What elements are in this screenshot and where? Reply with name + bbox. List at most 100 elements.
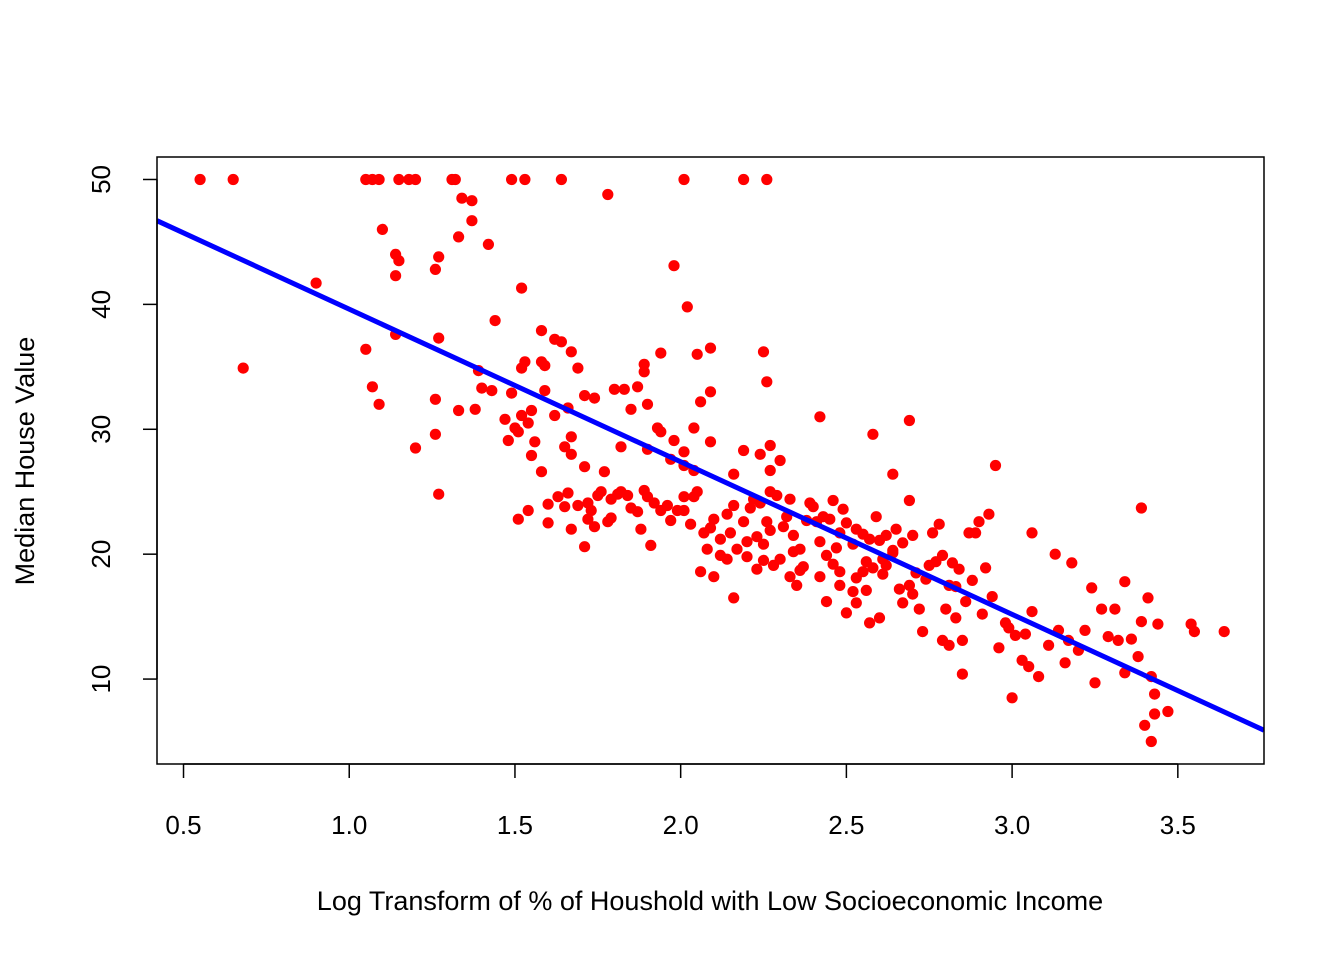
data-point xyxy=(529,436,541,448)
data-point xyxy=(691,348,703,360)
data-point xyxy=(761,173,773,186)
data-point xyxy=(873,612,886,624)
data-point xyxy=(678,491,690,503)
data-point xyxy=(516,282,528,294)
data-point xyxy=(565,346,577,358)
data-point xyxy=(731,543,743,555)
data-point xyxy=(1162,705,1174,718)
data-point xyxy=(903,579,916,592)
data-point xyxy=(632,506,644,518)
data-point xyxy=(761,516,773,528)
data-point xyxy=(933,518,945,530)
data-point xyxy=(409,442,422,454)
data-point xyxy=(771,489,783,502)
data-point xyxy=(927,527,939,539)
data-point xyxy=(552,491,564,503)
data-point xyxy=(1066,557,1078,569)
data-point xyxy=(661,499,674,512)
data-point xyxy=(588,521,601,533)
data-point xyxy=(678,504,690,517)
data-point xyxy=(555,336,568,348)
data-point xyxy=(409,173,422,186)
data-point xyxy=(724,527,737,539)
data-point xyxy=(1019,628,1031,640)
data-point xyxy=(913,603,925,615)
data-point xyxy=(466,215,478,227)
data-point xyxy=(469,403,481,415)
data-point xyxy=(1135,502,1147,514)
data-point xyxy=(486,385,498,397)
data-point xyxy=(1023,661,1035,673)
data-point xyxy=(837,503,849,515)
data-point xyxy=(774,553,786,565)
data-point xyxy=(887,468,899,480)
data-point xyxy=(1119,576,1131,588)
data-point xyxy=(738,516,750,528)
data-point xyxy=(738,173,750,186)
x-tick-label: 1.0 xyxy=(331,810,367,840)
data-point xyxy=(761,376,773,388)
data-point xyxy=(588,392,601,404)
x-tick-label: 1.5 xyxy=(497,810,533,840)
data-point xyxy=(751,563,763,575)
data-point xyxy=(429,263,441,275)
data-point xyxy=(774,454,786,467)
data-point xyxy=(565,523,577,535)
y-tick-label: 10 xyxy=(86,665,116,694)
data-point xyxy=(757,538,770,550)
data-point xyxy=(834,566,846,578)
data-point xyxy=(791,579,803,592)
data-point xyxy=(585,504,597,517)
data-point xyxy=(618,383,630,395)
data-point xyxy=(453,231,465,243)
data-point xyxy=(237,362,249,374)
y-tick-label: 40 xyxy=(86,290,116,319)
data-point xyxy=(807,501,819,513)
data-point xyxy=(787,546,800,558)
x-tick-label: 2.0 xyxy=(663,810,699,840)
y-tick-label: 50 xyxy=(86,165,116,194)
data-point xyxy=(754,448,766,460)
data-point xyxy=(956,634,969,647)
data-point xyxy=(714,533,727,545)
data-point xyxy=(1089,677,1101,689)
data-point xyxy=(565,448,577,460)
data-point xyxy=(582,513,594,525)
data-point xyxy=(525,449,538,462)
data-point xyxy=(641,398,654,410)
data-point xyxy=(376,223,388,235)
data-point xyxy=(522,417,534,429)
data-point xyxy=(890,523,902,535)
data-point xyxy=(549,409,561,422)
data-point xyxy=(1149,688,1161,700)
data-point xyxy=(721,508,733,520)
data-point xyxy=(366,381,378,393)
data-point xyxy=(1142,592,1154,604)
x-tick-label: 3.0 xyxy=(994,810,1030,840)
data-point xyxy=(499,413,511,425)
data-point xyxy=(976,608,988,620)
data-point xyxy=(784,571,796,583)
data-point xyxy=(1139,719,1151,731)
data-point xyxy=(880,529,892,542)
data-point xyxy=(970,527,982,539)
data-point xyxy=(840,517,853,529)
data-point xyxy=(907,588,919,600)
data-point xyxy=(489,315,501,327)
data-point xyxy=(678,446,690,458)
data-point xyxy=(893,583,906,595)
data-point xyxy=(1135,616,1147,628)
data-point xyxy=(940,603,952,615)
data-point xyxy=(850,597,862,609)
data-point xyxy=(850,572,862,584)
data-point xyxy=(1043,639,1055,651)
data-point xyxy=(559,441,571,453)
data-point xyxy=(903,494,916,507)
data-point xyxy=(701,543,713,555)
data-point xyxy=(542,517,554,529)
data-point xyxy=(956,668,969,680)
data-point xyxy=(1112,634,1124,647)
data-point xyxy=(310,277,322,289)
data-point xyxy=(1102,631,1114,643)
data-point xyxy=(834,579,846,592)
